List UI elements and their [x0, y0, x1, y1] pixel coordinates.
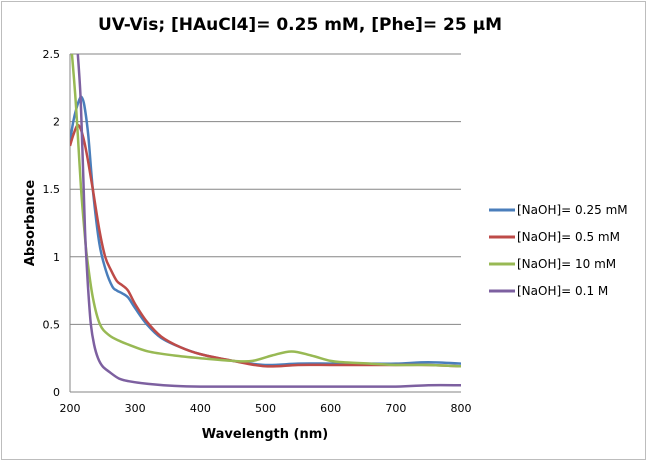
series-line	[70, 53, 461, 368]
x-axis-label: Wavelength (nm)	[202, 427, 328, 442]
legend-entry: [NaOH]= 0.25 mM	[517, 203, 628, 217]
y-tick-label: 2.5	[43, 48, 61, 61]
x-tick-label: 400	[190, 402, 211, 415]
x-tick-label: 700	[385, 402, 406, 415]
chart-title: UV-Vis; [HAuCl4]= 0.25 mM, [Phe]= 25 µM	[98, 15, 502, 35]
x-tick-label: 600	[320, 402, 341, 415]
series-line	[76, 53, 461, 388]
y-axis-label: Absorbance	[23, 180, 38, 266]
x-tick-label: 200	[60, 402, 81, 415]
y-tick-label: 0	[53, 386, 60, 399]
y-tick-label: 1	[53, 251, 60, 264]
y-tick-label: 2	[53, 116, 60, 129]
x-tick-label: 500	[255, 402, 276, 415]
series-line	[70, 123, 461, 368]
x-tick-label: 300	[125, 402, 146, 415]
x-tick-label: 800	[451, 402, 472, 415]
legend-entry: [NaOH]= 0.1 M	[517, 284, 608, 298]
legend-entry: [NaOH]= 10 mM	[517, 257, 616, 271]
y-tick-label: 0.5	[43, 318, 61, 331]
y-tick-label: 1.5	[43, 183, 61, 196]
legend-entry: [NaOH]= 0.5 mM	[517, 230, 620, 244]
series-line	[70, 95, 461, 367]
